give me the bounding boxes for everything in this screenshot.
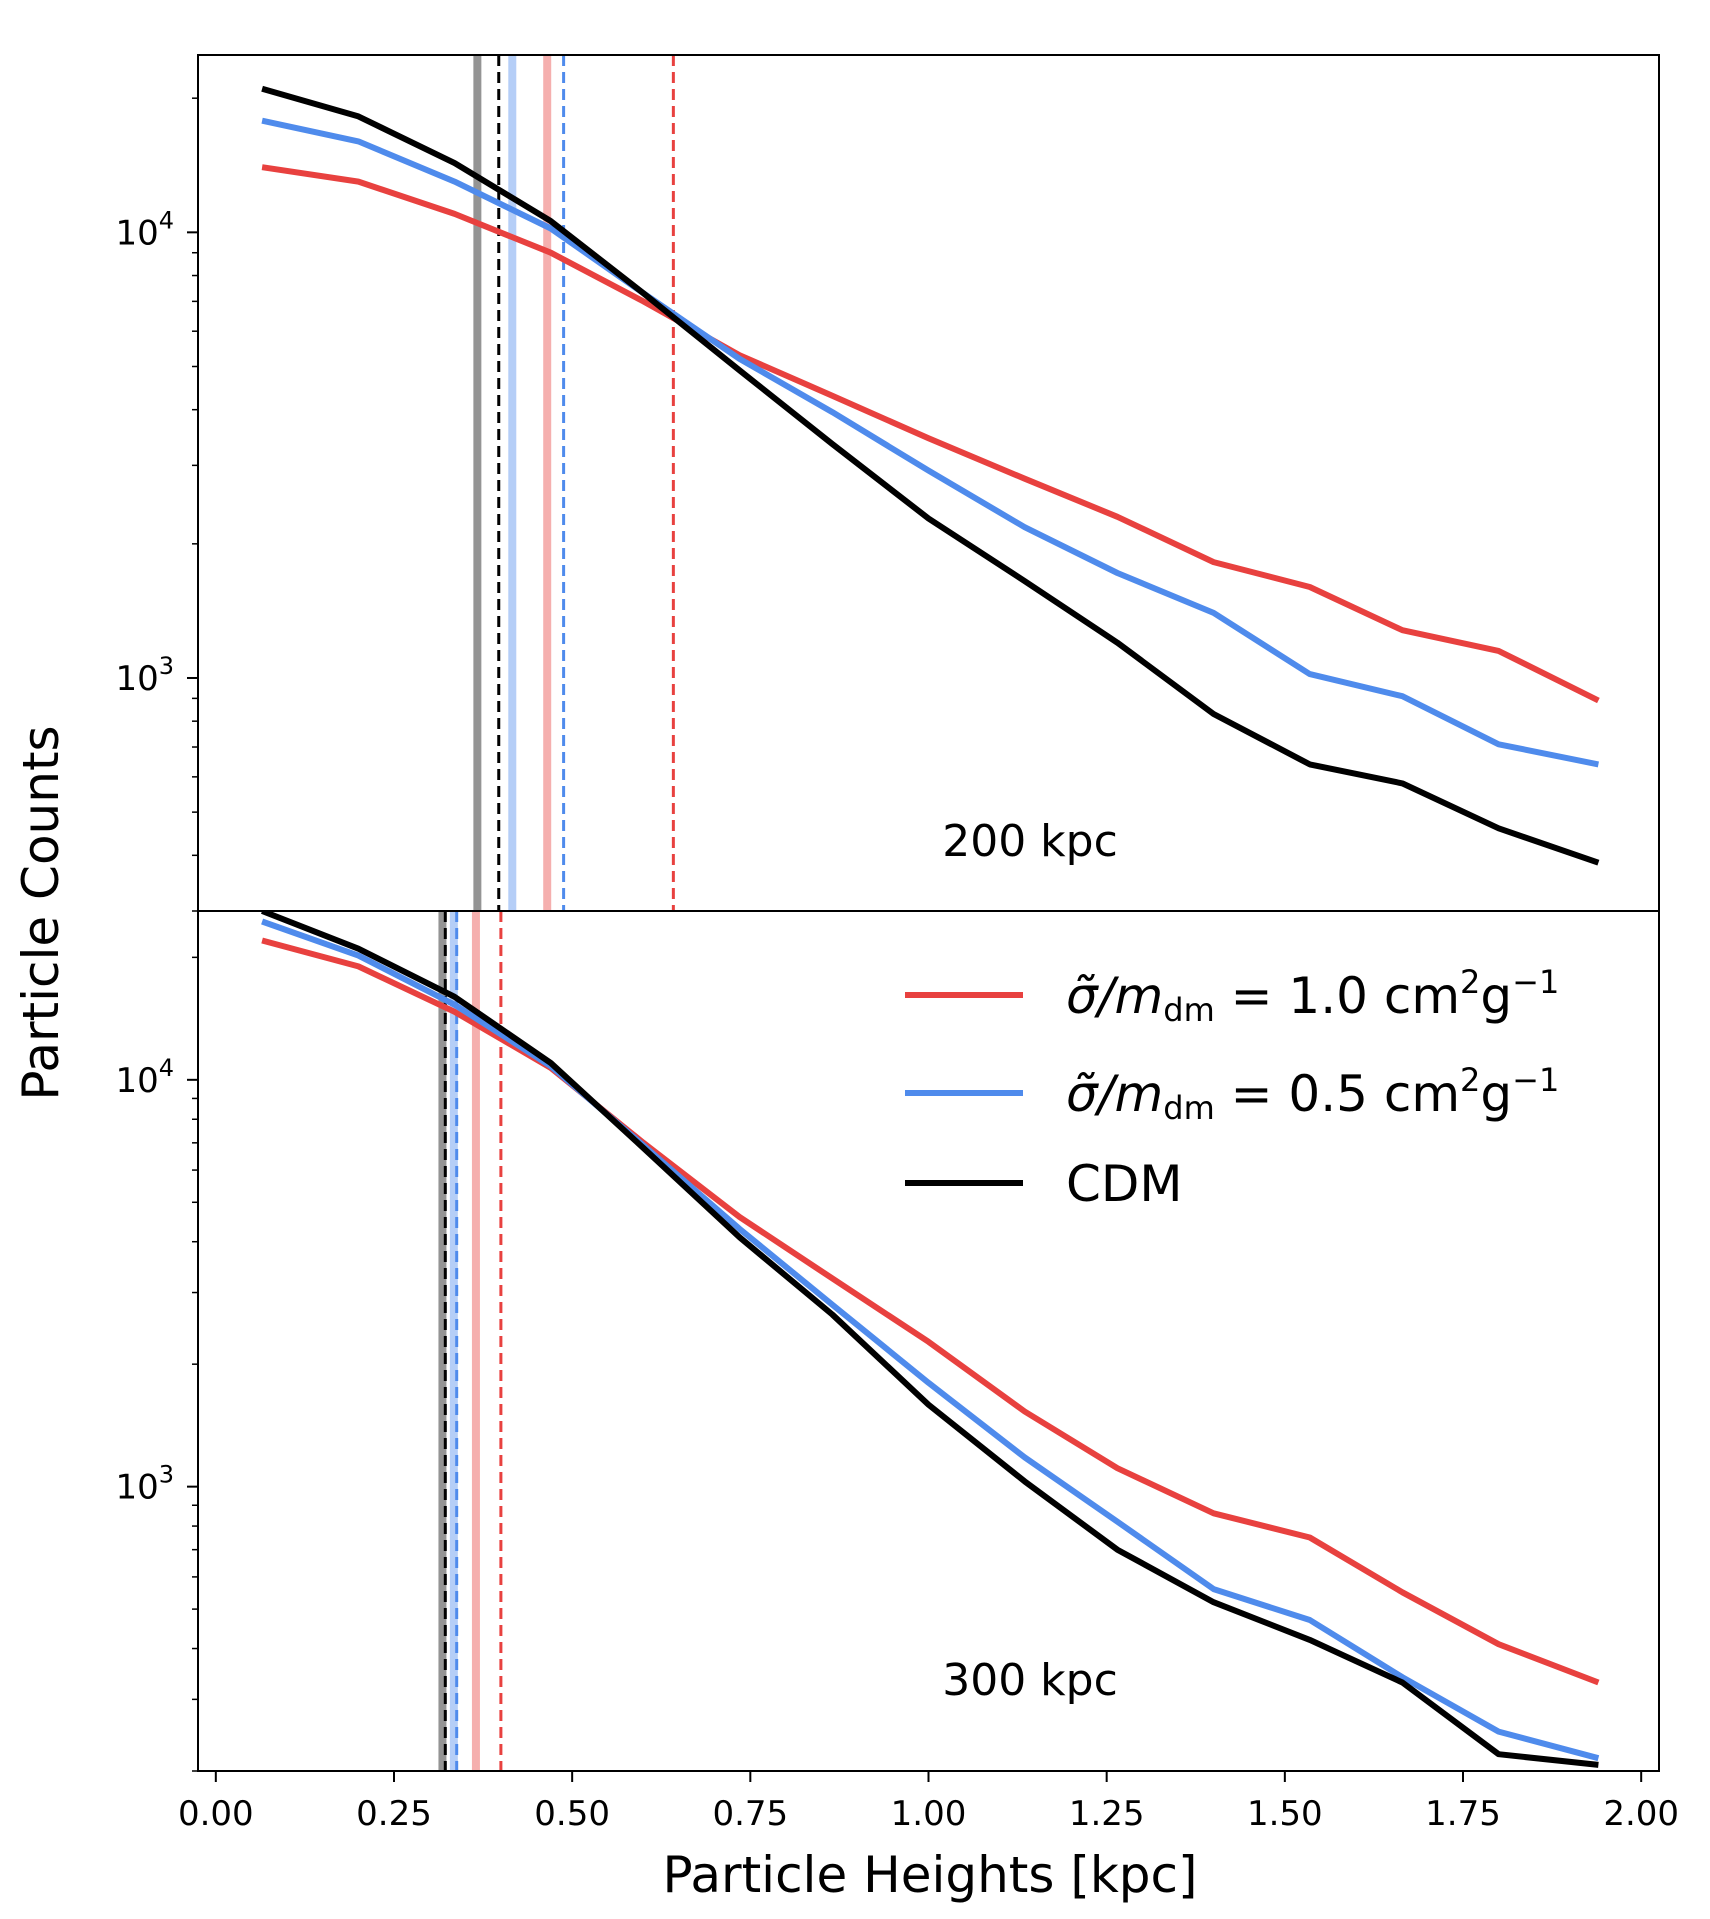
y-tick-label-base: 10 [115,1061,158,1101]
legend-label-sidm05-sub: dm [1163,1089,1214,1127]
series-line-cdm [261,85,1600,866]
plot-frame-top [197,54,1660,912]
legend-label-sidm1: σ̃/mdm = 1.0 cm2g−1 [1066,963,1559,1029]
x-tick-label: 1.75 [1425,1794,1501,1834]
series-line-sidm1 [261,164,1600,704]
legend-label-sidm1-sup1: 2 [1460,963,1480,1001]
y-tick-label: 104 [115,1054,174,1101]
y-tick-label-base: 10 [115,213,158,253]
legend-label-sidm05-value: = 0.5 cm [1215,1065,1460,1123]
legend-label-sidm1-prefix: σ̃/m [1066,967,1163,1025]
x-tick-label: 0.00 [178,1794,254,1834]
y-tick-label-base: 10 [115,659,158,699]
legend-label-sidm1-unit: g [1480,967,1512,1025]
y-tick-label-exponent: 4 [159,1054,174,1082]
x-tick-label: 2.00 [1603,1794,1679,1834]
x-tick-label: 0.25 [356,1794,432,1834]
legend-label-sidm1-sup2: −1 [1512,963,1559,1001]
panel-label-top: 200 kpc [942,816,1118,867]
x-axis-ticks: 0.00 0.25 0.50 0.75 1.00 1.25 1.50 1.75 2.00 [178,1771,1679,1834]
legend: σ̃/mdm = 1.0 cm2g−1 σ̃/mdm = 0.5 cm2g−1 … [905,963,1559,1213]
legend-label-sidm1-value: = 1.0 cm [1215,967,1460,1025]
series-line-sidm05 [261,918,1600,1762]
x-axis-title: Particle Heights [kpc] [662,1846,1197,1904]
y-tick-label-exponent: 3 [159,1461,174,1489]
y-tick-label: 103 [115,1461,174,1508]
panel-label-bottom: 300 kpc [942,1655,1118,1706]
series-line-cdm [261,911,1599,1768]
y-axis-title: Particle Counts [12,725,70,1100]
x-tick-label: 1.25 [1069,1794,1145,1834]
series-lines-bottom [261,911,1600,1768]
legend-label-sidm1-sub: dm [1163,991,1214,1029]
y-tick-label-base: 10 [115,1468,158,1508]
x-tick-label: 1.00 [891,1794,967,1834]
legend-label-sidm05-sup2: −1 [1512,1061,1559,1099]
y-tick-label: 103 [115,652,174,699]
x-tick-label: 0.75 [712,1794,788,1834]
legend-label-sidm05-unit: g [1480,1065,1512,1123]
legend-label-cdm: CDM [1066,1155,1183,1213]
x-tick-label: 1.50 [1247,1794,1323,1834]
series-lines-top [261,85,1600,866]
y-tick-label-exponent: 3 [159,652,174,680]
legend-label-sidm05-prefix: σ̃/m [1066,1065,1163,1123]
y-tick-label: 104 [115,206,174,253]
legend-label-sidm05-sup1: 2 [1460,1061,1480,1099]
threshold-lines-top [473,55,675,911]
legend-label-sidm05: σ̃/mdm = 0.5 cm2g−1 [1066,1061,1559,1127]
threshold-lines-bottom [438,911,503,1771]
series-line-sidm05 [261,117,1599,768]
x-tick-label: 0.50 [534,1794,610,1834]
series-line-sidm1 [261,937,1600,1686]
y-tick-label-exponent: 4 [159,206,174,234]
